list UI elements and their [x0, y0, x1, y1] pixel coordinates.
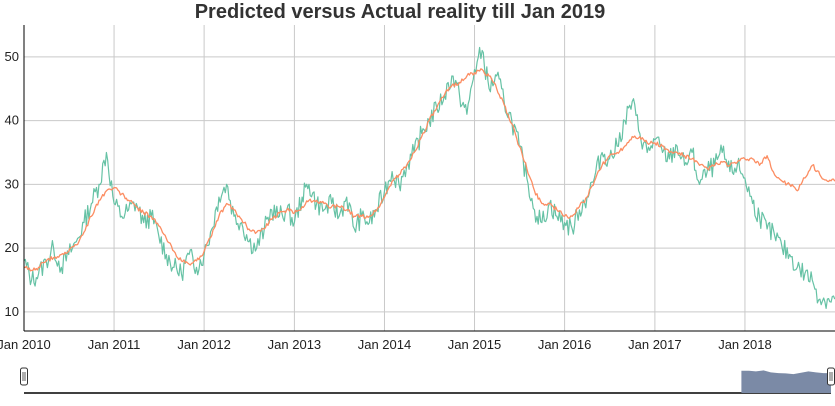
- x-tick-label: Jan 2015: [448, 337, 502, 352]
- series-line-actual: [23, 46, 835, 309]
- range-handle-left[interactable]: [20, 367, 28, 386]
- series-line-predicted: [23, 68, 835, 272]
- handle-body[interactable]: [827, 367, 835, 386]
- x-tick-label: Jan 2017: [628, 337, 682, 352]
- x-tick-label: Jan 2018: [718, 337, 772, 352]
- x-tick-label: Jan 2016: [538, 337, 592, 352]
- y-tick-label: 10: [5, 304, 19, 319]
- x-tick-label: Jan 2013: [268, 337, 322, 352]
- handle-body[interactable]: [20, 367, 28, 386]
- y-tick-label: 30: [5, 176, 19, 191]
- gridlines: [23, 25, 835, 331]
- series-lines: [23, 46, 835, 309]
- y-tick-label: 40: [5, 113, 19, 128]
- range-selector[interactable]: [20, 367, 835, 394]
- x-tick-label: Jan 2011: [88, 337, 141, 352]
- x-tick-label: Jan 2014: [358, 337, 412, 352]
- range-handle-right[interactable]: [827, 367, 835, 386]
- range-preview-area: [741, 370, 831, 393]
- y-tick-label: 20: [5, 240, 19, 255]
- axes: 10 20 30 40 50 Jan 2010 Jan 2011 Jan 2012 Jan 20…: [0, 25, 835, 352]
- x-tick-label: Jan 2010: [0, 337, 51, 352]
- chart-title: Predicted versus Actual reality till Jan…: [195, 1, 606, 23]
- x-tick-label: Jan 2012: [177, 337, 231, 352]
- y-tick-label: 50: [5, 49, 19, 64]
